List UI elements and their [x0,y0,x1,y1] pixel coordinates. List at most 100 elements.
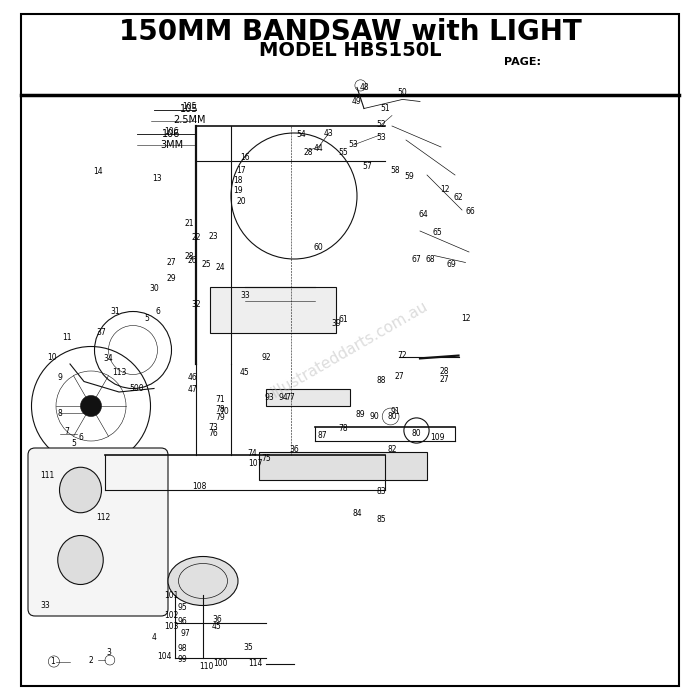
Text: 102: 102 [164,612,178,620]
Text: 28: 28 [303,148,313,157]
Text: 111: 111 [41,472,55,480]
Text: 21: 21 [184,220,194,228]
Text: 62: 62 [454,193,463,202]
Text: 19: 19 [233,186,243,195]
Text: 36: 36 [212,615,222,624]
Text: 33: 33 [240,291,250,300]
Text: 12: 12 [461,314,470,323]
Text: 22: 22 [191,234,201,242]
Text: 43: 43 [324,129,334,137]
Text: 92: 92 [261,353,271,361]
Text: 44: 44 [314,144,323,153]
Ellipse shape [168,556,238,606]
Text: 45: 45 [240,368,250,377]
Text: 80: 80 [387,412,397,421]
Ellipse shape [57,536,104,584]
Text: 113: 113 [112,368,126,377]
Text: 4: 4 [152,633,156,641]
Text: 112: 112 [97,514,111,522]
Text: 6: 6 [155,307,160,316]
Text: 101: 101 [164,591,178,599]
Text: 107: 107 [248,459,262,468]
Text: 24: 24 [216,263,225,272]
Text: 9: 9 [57,374,62,382]
Text: 46: 46 [188,374,197,382]
Text: 1: 1 [50,657,55,666]
Text: 3: 3 [106,648,111,657]
Ellipse shape [60,468,102,512]
Text: 52: 52 [377,120,386,129]
Text: 27: 27 [394,372,404,381]
Text: 2: 2 [89,656,93,664]
Text: 28: 28 [440,367,449,375]
Text: 90: 90 [370,412,379,421]
Text: 50: 50 [398,88,407,97]
Text: 72: 72 [398,351,407,360]
Text: 89: 89 [356,410,365,419]
Text: 82: 82 [387,445,397,454]
Text: 109: 109 [430,433,444,442]
Text: MODEL HBS150L: MODEL HBS150L [259,41,441,60]
Text: 5: 5 [145,314,149,323]
Text: 12: 12 [440,185,449,193]
Text: 34: 34 [104,354,113,363]
Text: illustrateddarts.com.au: illustrateddarts.com.au [269,299,431,401]
Text: 114: 114 [248,659,262,668]
Circle shape [80,395,101,416]
FancyBboxPatch shape [266,389,350,406]
Text: 65: 65 [433,228,442,237]
Text: 30: 30 [149,284,159,293]
Text: 55: 55 [338,148,348,157]
Text: 77: 77 [286,393,295,402]
Text: 110: 110 [199,662,213,671]
Text: 20: 20 [237,197,246,206]
Text: 61: 61 [338,316,348,324]
Text: 103: 103 [164,622,178,631]
Text: 18: 18 [233,176,243,185]
Text: 74: 74 [247,449,257,458]
Text: 5: 5 [71,439,76,447]
Text: 150MM BANDSAW with LIGHT: 150MM BANDSAW with LIGHT [118,18,582,46]
Text: 16: 16 [240,153,250,162]
Text: 60: 60 [314,243,323,251]
Text: 84: 84 [352,509,362,517]
Text: 97: 97 [181,629,190,638]
Text: 27: 27 [440,375,449,384]
Text: 57: 57 [363,162,372,171]
Text: 17: 17 [237,166,246,174]
Text: 79: 79 [216,414,225,422]
Text: 80: 80 [412,430,421,438]
Text: 54: 54 [296,130,306,139]
Text: 70: 70 [219,407,229,416]
Text: 27: 27 [167,258,176,267]
Text: 13: 13 [153,174,162,183]
Text: 94: 94 [279,393,288,402]
Text: 500: 500 [130,384,144,393]
Text: 100: 100 [214,659,228,668]
Text: 106: 106 [164,127,178,136]
Text: 87: 87 [317,431,327,440]
Text: 35: 35 [244,643,253,652]
Text: 6: 6 [78,433,83,442]
Text: 108: 108 [193,482,206,491]
Text: 32: 32 [191,300,201,309]
Text: 83: 83 [377,487,386,496]
Text: 85: 85 [377,515,386,524]
Text: 8: 8 [57,409,62,417]
Text: 88: 88 [377,376,386,384]
Text: 73: 73 [209,423,218,431]
Text: 67: 67 [412,255,421,263]
Text: 7: 7 [64,428,69,436]
Text: 33: 33 [41,601,50,610]
Text: 68: 68 [426,255,435,263]
Text: 45: 45 [212,622,222,631]
Text: 58: 58 [391,166,400,174]
Text: 59: 59 [405,172,414,181]
Text: 51: 51 [380,104,390,113]
Text: 31: 31 [111,307,120,316]
Text: 39: 39 [331,319,341,328]
Text: 3MM: 3MM [160,140,183,150]
Text: PAGE:: PAGE: [504,57,541,66]
Text: 98: 98 [177,645,187,653]
Text: 104: 104 [158,652,172,661]
